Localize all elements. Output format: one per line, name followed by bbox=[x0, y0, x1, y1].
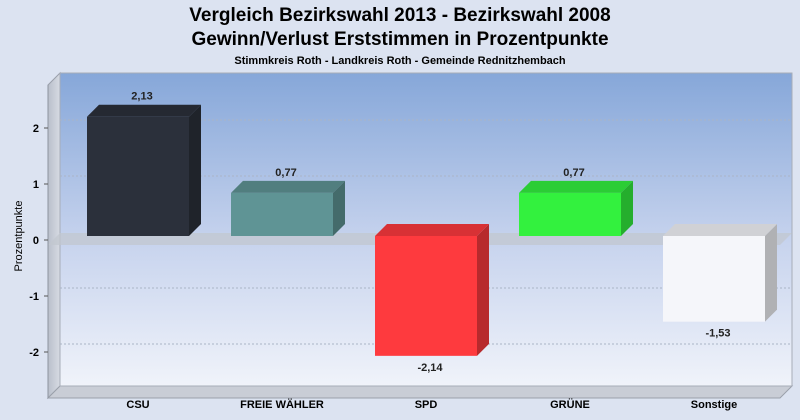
bar-sonstige: -1,53 bbox=[663, 224, 777, 340]
y-tick-label: -2 bbox=[29, 347, 39, 359]
bar-top bbox=[519, 180, 633, 193]
bar-front bbox=[375, 236, 477, 356]
bars: 2,13 0,77 -2,14 0,77 -1,53 bbox=[87, 91, 777, 374]
bar-side bbox=[333, 180, 345, 236]
chart-subtitle: Stimmkreis Roth - Landkreis Roth - Gemei… bbox=[234, 55, 566, 67]
bar-front bbox=[519, 192, 621, 236]
chart-title-line2: Gewinn/Verlust Erststimmen in Prozentpun… bbox=[191, 29, 609, 50]
bar-top bbox=[231, 180, 345, 193]
y-tick-label: 2 bbox=[33, 123, 39, 135]
bar-side bbox=[765, 224, 777, 322]
bar-side bbox=[189, 104, 201, 236]
bar-value-label: 0,77 bbox=[563, 167, 584, 179]
y-axis: 2 1 0 -1 -2 bbox=[29, 85, 49, 398]
bar-front bbox=[231, 192, 333, 236]
bar-freie-wähler: 0,77 bbox=[231, 167, 345, 236]
bar-top bbox=[663, 224, 777, 236]
bar-front bbox=[87, 116, 189, 236]
bar-value-label: 0,77 bbox=[275, 167, 296, 179]
bar-spd: -2,14 bbox=[375, 224, 489, 374]
category-label: Sonstige bbox=[691, 399, 737, 411]
category-label: SPD bbox=[415, 399, 438, 411]
y-tick-label: -1 bbox=[29, 291, 39, 303]
chart-title-block: Vergleich Bezirkswahl 2013 - Bezirkswahl… bbox=[0, 4, 800, 69]
bar-side bbox=[621, 180, 633, 236]
bar-csu: 2,13 bbox=[87, 91, 201, 236]
bar-value-label: -1,53 bbox=[705, 328, 730, 340]
y-axis-label: Prozentpunkte bbox=[13, 201, 25, 272]
bar-top bbox=[375, 224, 489, 236]
bar-top bbox=[87, 104, 201, 117]
y-tick-label: 1 bbox=[33, 179, 39, 191]
category-label: GRÜNE bbox=[550, 398, 590, 411]
bar-front bbox=[663, 236, 765, 322]
bar-value-label: 2,13 bbox=[131, 91, 152, 103]
category-label: CSU bbox=[126, 399, 149, 411]
plot-floor bbox=[46, 385, 794, 399]
bar-grüne: 0,77 bbox=[519, 167, 633, 236]
y-tick-label: 0 bbox=[33, 235, 39, 247]
bar-side bbox=[477, 224, 489, 356]
chart-title: Vergleich Bezirkswahl 2013 - Bezirkswahl… bbox=[189, 5, 611, 26]
bar-value-label: -2,14 bbox=[417, 362, 443, 374]
x-axis-labels: CSU FREIE WÄHLER SPD GRÜNE Sonstige bbox=[126, 398, 737, 411]
category-label: FREIE WÄHLER bbox=[240, 398, 324, 411]
